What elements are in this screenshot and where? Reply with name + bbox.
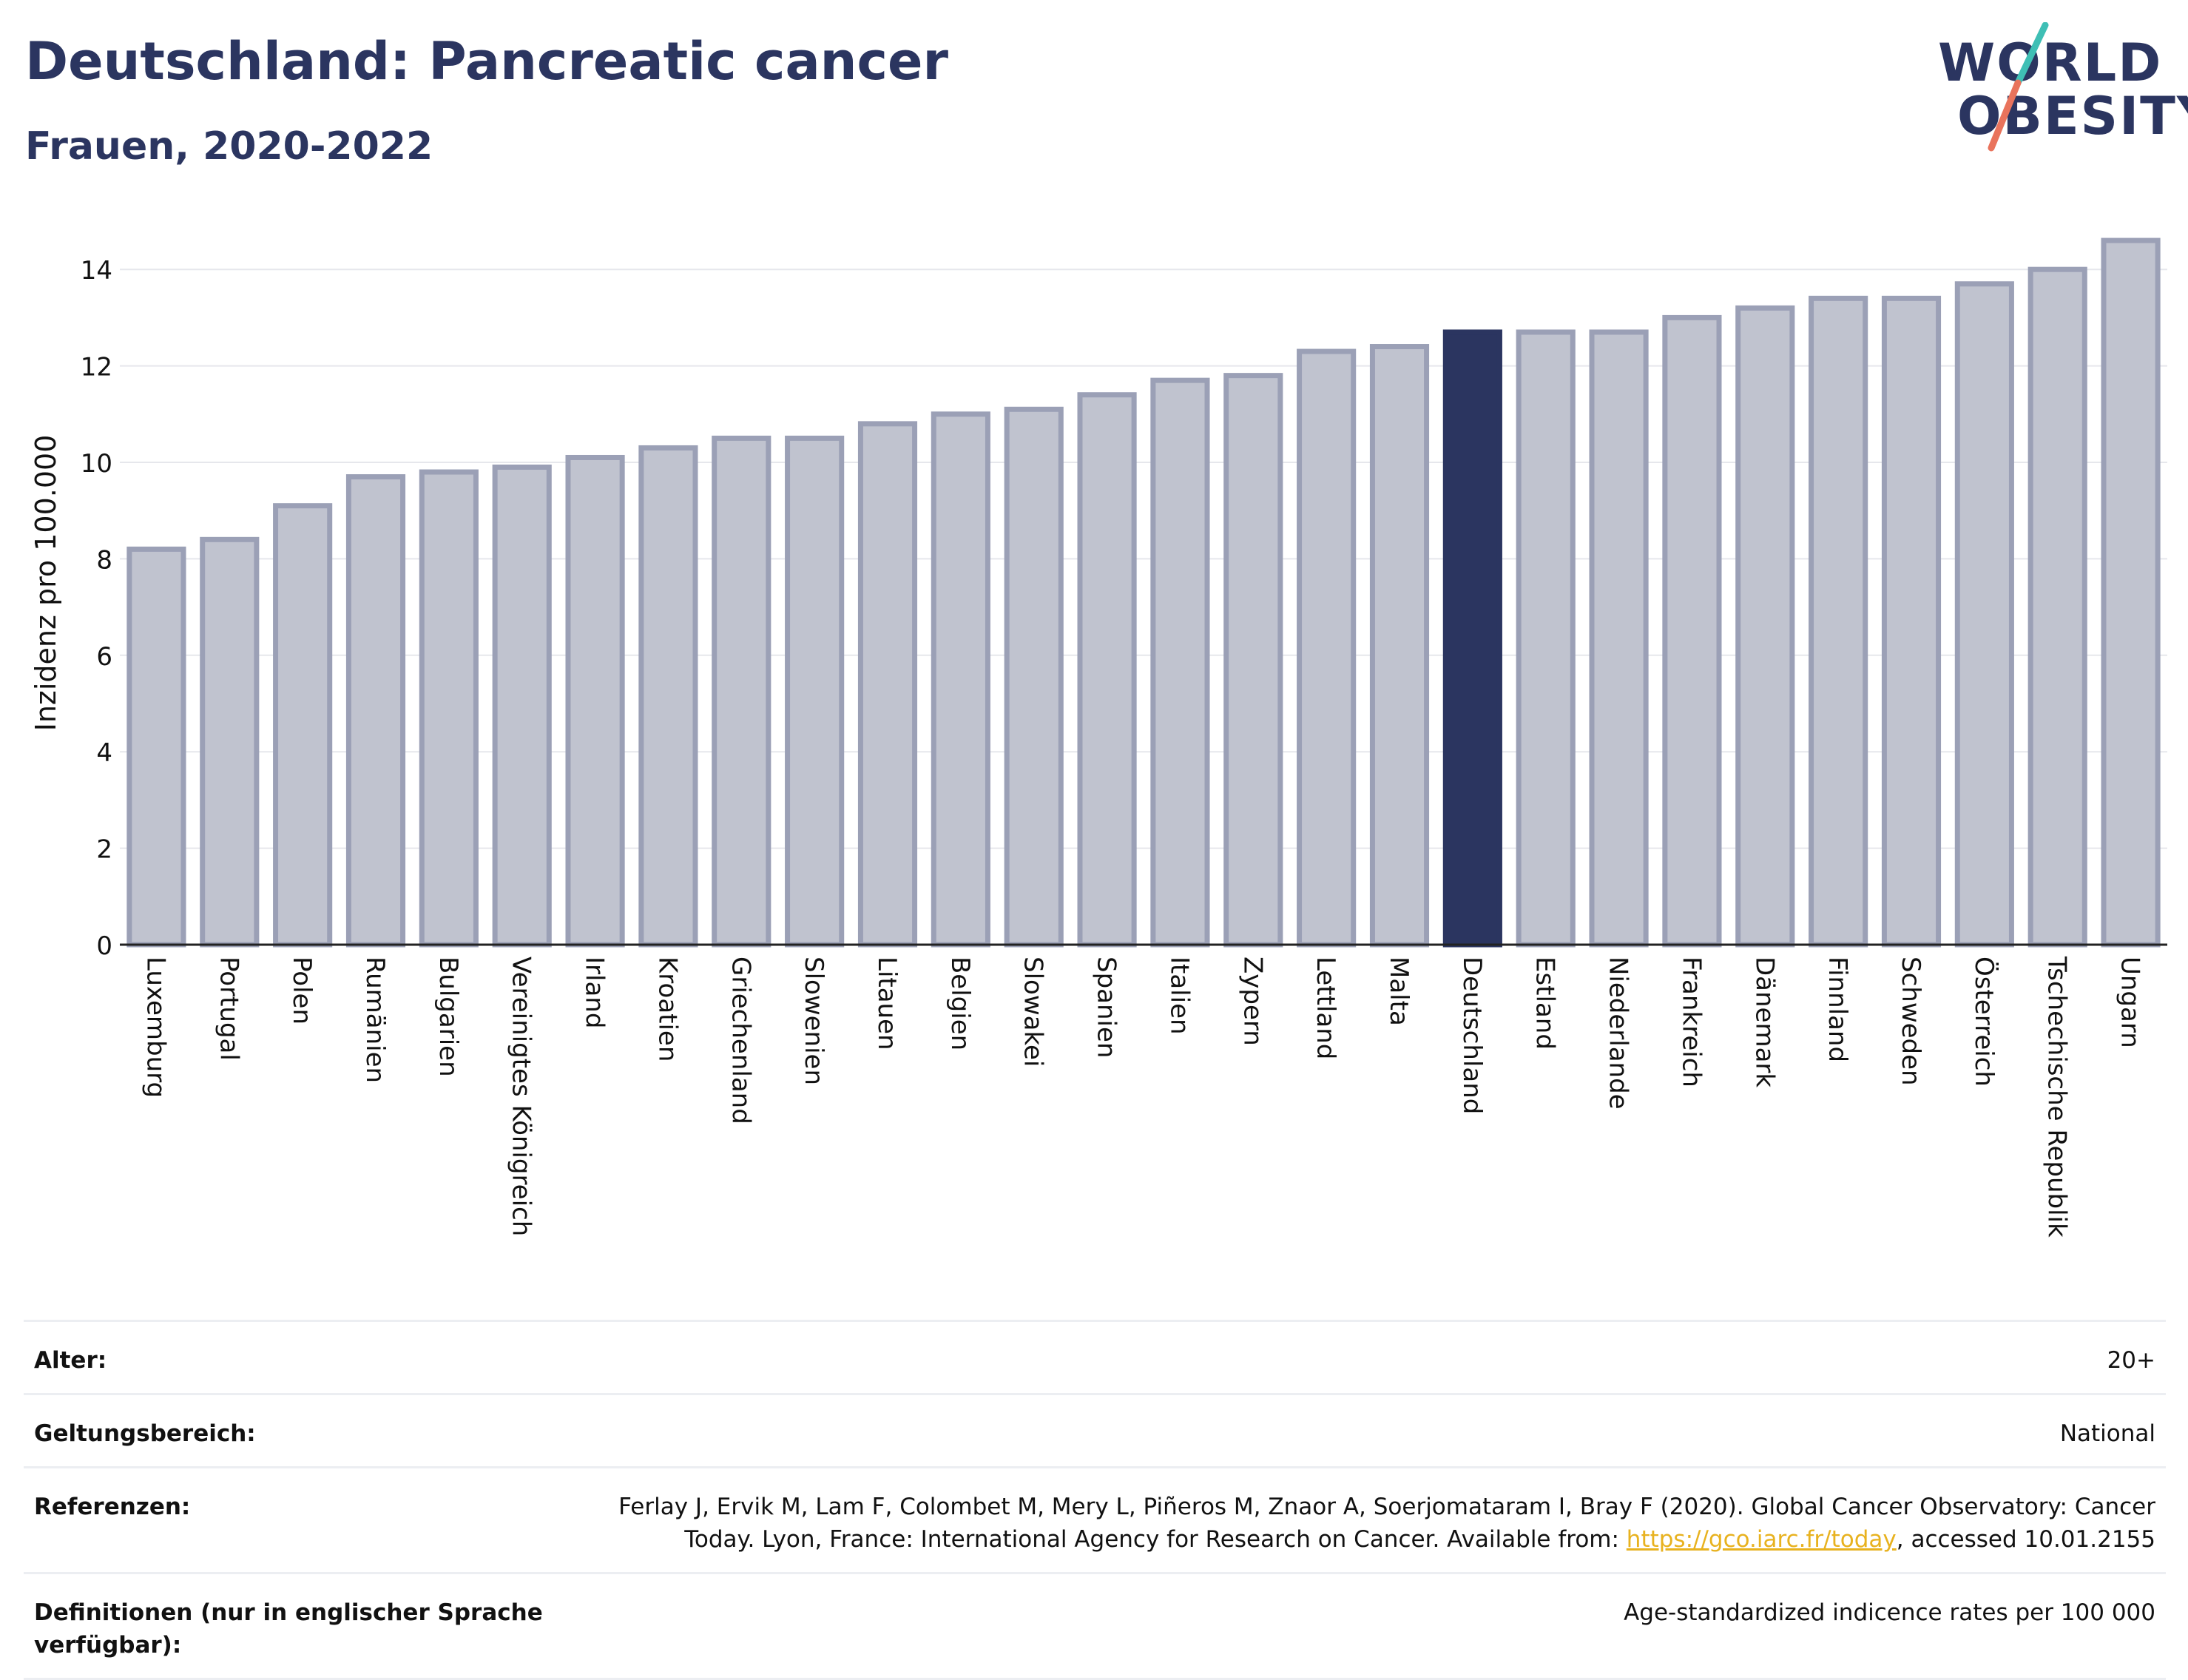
references-label: Referenzen: — [34, 1494, 191, 1520]
x-tick-label: Griechenland — [726, 957, 755, 1124]
x-tick-label: Litauen — [872, 957, 902, 1050]
bar[interactable] — [1881, 295, 1942, 948]
x-tick-label: Slowakei — [1019, 957, 1048, 1067]
footer-row-definitions: Definitionen (nur in englischer Sprache … — [24, 1572, 2166, 1680]
bar[interactable] — [1223, 373, 1283, 948]
bar[interactable] — [419, 469, 479, 948]
y-tick-label: 10 — [81, 449, 112, 479]
bar[interactable] — [785, 435, 845, 948]
x-tick-label: Italien — [1164, 957, 1194, 1035]
x-tick-label: Spanien — [1092, 957, 1121, 1058]
definitions-label: Definitionen (nur in englischer Sprache … — [34, 1599, 543, 1659]
x-tick-label: Frankreich — [1676, 957, 1706, 1087]
x-tick-label: Belgien — [945, 957, 975, 1050]
bar[interactable] — [126, 546, 186, 948]
bar[interactable] — [1809, 295, 1868, 948]
bar[interactable] — [1589, 329, 1649, 948]
bar[interactable] — [1004, 406, 1064, 948]
age-value: 20+ — [2107, 1347, 2155, 1374]
x-tick-label: Ungarn — [2116, 957, 2145, 1048]
scope-label: Geltungsbereich: — [34, 1420, 256, 1447]
chart-footer: Alter: 20+ Geltungsbereich: National Ref… — [24, 1320, 2166, 1680]
x-tick-label: Malta — [1384, 957, 1414, 1026]
y-tick-label: 12 — [81, 353, 112, 382]
bar[interactable] — [1369, 344, 1430, 948]
y-tick-label: 8 — [96, 545, 112, 575]
age-label: Alter: — [34, 1347, 107, 1374]
bar[interactable] — [492, 465, 552, 948]
bars — [126, 237, 2161, 948]
world-obesity-logo: WORLD OBESITY — [1923, 22, 2188, 155]
scope-value: National — [2059, 1420, 2155, 1447]
x-tick-label: Slowenien — [799, 957, 828, 1085]
x-tick-label: Österreich — [1969, 957, 1999, 1087]
x-tick-label: Schweden — [1896, 957, 1925, 1086]
bar[interactable] — [1150, 377, 1210, 948]
bar[interactable] — [273, 503, 333, 948]
x-axis: Luxemburg Portugal Polen Rumänien Bulgarien V… — [120, 943, 2167, 1238]
bar-chart: 0 2 4 6 8 10 12 14 Luxemburg Portugal Polen Rumäni… — [30, 237, 2167, 1238]
references-value: Ferlay J, Ervik M, Lam F, Colombet M, Me… — [618, 1491, 2155, 1556]
bar[interactable] — [638, 445, 698, 948]
bar[interactable] — [2027, 266, 2087, 948]
references-line2-pre: Today. Lyon, France: International Agenc… — [684, 1526, 1627, 1553]
footer-row-age: Alter: 20+ — [24, 1320, 2166, 1393]
bar[interactable] — [1297, 348, 1357, 948]
x-tick-label: Rumänien — [360, 957, 390, 1083]
bar[interactable] — [1735, 305, 1795, 948]
x-tick-label: Kroatien — [652, 957, 682, 1062]
bar[interactable] — [1662, 314, 1722, 948]
definitions-value: Age-standardized indicence rates per 100… — [1624, 1599, 2155, 1626]
references-line1: Ferlay J, Ervik M, Lam F, Colombet M, Me… — [618, 1494, 2155, 1520]
footer-row-references: Referenzen: Ferlay J, Ervik M, Lam F, Co… — [24, 1466, 2166, 1572]
y-tick-label: 6 — [96, 642, 112, 672]
references-line2-post: , accessed 10.01.2155 — [1896, 1526, 2155, 1553]
x-tick-label: Finnland — [1823, 957, 1852, 1062]
x-tick-label: Bulgarien — [433, 957, 463, 1077]
bar[interactable] — [1442, 329, 1502, 948]
bar[interactable] — [345, 474, 406, 948]
y-tick-label: 14 — [81, 256, 112, 286]
chart-title: Deutschland: Pancreatic cancer — [25, 31, 949, 92]
x-tick-label: Tschechische Republik — [2042, 956, 2072, 1238]
x-tick-label: Deutschland — [1457, 957, 1487, 1114]
y-tick-label: 2 — [96, 835, 112, 865]
x-tick-label: Lettland — [1311, 957, 1340, 1059]
bar[interactable] — [857, 421, 918, 948]
x-tick-label: Vereinigtes Königreich — [507, 957, 536, 1236]
bar[interactable] — [1954, 281, 2014, 948]
x-tick-label: Estland — [1530, 957, 1560, 1050]
bar[interactable] — [200, 536, 260, 948]
logo-text-world: WORLD — [1938, 33, 2163, 93]
logo-slash-icon — [1988, 22, 2049, 152]
y-tick-label: 0 — [96, 931, 112, 961]
x-tick-label: Zypern — [1237, 957, 1267, 1046]
x-tick-label: Portugal — [214, 957, 243, 1061]
footer-row-scope: Geltungsbereich: National — [24, 1393, 2166, 1466]
bar[interactable] — [931, 411, 990, 948]
bar[interactable] — [712, 435, 771, 948]
bar[interactable] — [565, 454, 625, 948]
y-axis: 0 2 4 6 8 10 12 14 — [81, 256, 112, 961]
references-link[interactable]: https://gco.iarc.fr/today — [1626, 1526, 1897, 1553]
y-tick-label: 4 — [96, 738, 112, 768]
x-tick-label: Luxemburg — [141, 957, 170, 1098]
x-tick-label: Dänemark — [1749, 957, 1779, 1087]
x-tick-label: Polen — [287, 957, 317, 1025]
bar[interactable] — [1077, 392, 1137, 948]
bar[interactable] — [1516, 329, 1576, 948]
chart-subtitle: Frauen, 2020-2022 — [25, 124, 433, 169]
bar[interactable] — [2101, 237, 2161, 948]
x-tick-label: Niederlande — [1604, 957, 1633, 1110]
x-tick-label: Irland — [580, 957, 610, 1028]
y-axis-label: Inzidenz pro 100.000 — [30, 435, 62, 732]
